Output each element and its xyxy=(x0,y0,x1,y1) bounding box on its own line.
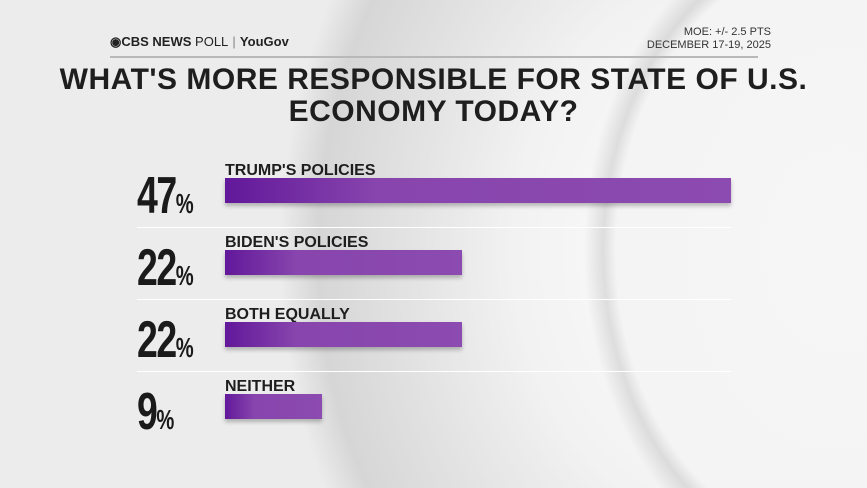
separator: | xyxy=(232,34,236,49)
value-unit: % xyxy=(175,188,194,219)
bar-row: 47% TRUMP'S POLICIES xyxy=(137,156,731,228)
value-number: 47 xyxy=(137,167,177,225)
header-rule xyxy=(110,56,758,58)
value-unit: % xyxy=(175,332,194,363)
poll-info: MOE: +/- 2.5 PTS DECEMBER 17-19, 2025 xyxy=(647,26,771,52)
category-label: TRUMP'S POLICIES xyxy=(225,162,376,179)
value-unit: % xyxy=(156,404,175,435)
value-number: 22 xyxy=(137,311,177,369)
poll-branding: ◉CBS NEWS POLL | YouGov xyxy=(110,34,289,50)
bar-row: 22% BIDEN'S POLICIES xyxy=(137,228,731,300)
bar xyxy=(225,322,462,347)
cbs-eye-icon: ◉ xyxy=(110,34,122,49)
brand: CBS NEWS xyxy=(121,34,192,49)
value-label: 22% xyxy=(137,314,194,374)
row-divider xyxy=(137,227,731,228)
value-label: 22% xyxy=(137,242,194,302)
value-unit: % xyxy=(175,260,194,291)
value-label: 47% xyxy=(137,170,194,230)
partner-logo: YouGov xyxy=(239,34,289,49)
category-label: NEITHER xyxy=(225,378,296,395)
value-number: 9 xyxy=(137,383,158,441)
category-label: BIDEN'S POLICIES xyxy=(225,234,369,251)
bar xyxy=(225,250,462,275)
dates: DECEMBER 17-19, 2025 xyxy=(646,39,771,51)
poll-label: POLL xyxy=(195,34,229,49)
value-number: 22 xyxy=(137,239,177,297)
chart-title: WHAT'S MORE RESPONSIBLE FOR STATE OF U.S… xyxy=(59,63,808,128)
bar-row: 9% NEITHER xyxy=(137,372,731,444)
moe: MOE: +/- 2.5 PTS xyxy=(683,26,771,38)
bar-row: 22% BOTH EQUALLY xyxy=(137,300,731,372)
row-divider xyxy=(137,371,731,372)
category-label: BOTH EQUALLY xyxy=(225,306,350,323)
value-label: 9% xyxy=(137,386,174,446)
row-divider xyxy=(137,299,731,300)
bar xyxy=(225,178,731,203)
bar xyxy=(225,394,322,419)
